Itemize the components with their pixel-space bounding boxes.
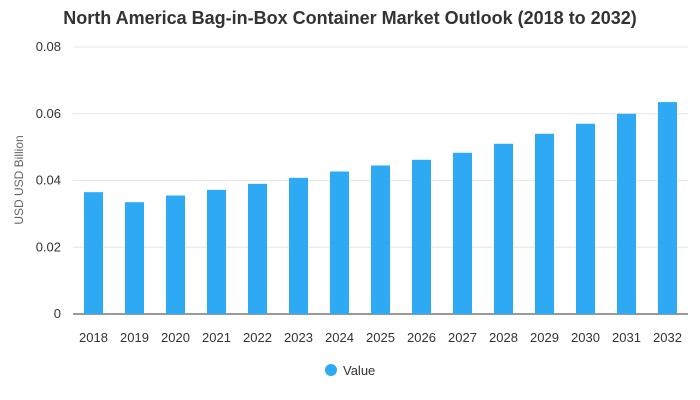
x-tick-label: 2028 [489, 330, 518, 345]
bar-series [84, 102, 677, 314]
y-tick-label: 0.08 [36, 39, 61, 54]
x-tick-label: 2023 [284, 330, 313, 345]
legend-swatch [325, 364, 337, 376]
x-tick-label: 2021 [202, 330, 231, 345]
x-tick-label: 2018 [79, 330, 108, 345]
y-tick-label: 0.02 [36, 239, 61, 254]
bar-2028[interactable] [494, 143, 513, 314]
bar-2030[interactable] [576, 123, 595, 314]
bar-2026[interactable] [412, 159, 431, 314]
x-tick-label: 2031 [612, 330, 641, 345]
y-tick-label: 0.04 [36, 173, 61, 188]
y-tick-label: 0 [54, 306, 61, 321]
bar-2032[interactable] [658, 102, 677, 314]
bar-2025[interactable] [371, 165, 390, 314]
bar-2029[interactable] [535, 133, 554, 314]
y-tick-label: 0.06 [36, 106, 61, 121]
chart-title: North America Bag-in-Box Container Marke… [63, 8, 637, 28]
bar-2031[interactable] [617, 113, 636, 314]
legend-label: Value [343, 363, 375, 378]
y-axis-label: USD USD Billion [12, 135, 26, 224]
x-tick-label: 2024 [325, 330, 354, 345]
x-tick-label: 2022 [243, 330, 272, 345]
x-tick-label: 2025 [366, 330, 395, 345]
x-tick-label: 2029 [530, 330, 559, 345]
x-tick-label: 2032 [653, 330, 682, 345]
bar-2022[interactable] [248, 183, 267, 314]
x-tick-label: 2030 [571, 330, 600, 345]
bar-2023[interactable] [289, 177, 308, 314]
x-axis-ticks: 2018 2019 2020 2021 2022 2023 2024 2025 2026 2027… [79, 330, 682, 345]
bar-2021[interactable] [207, 189, 226, 314]
bar-2027[interactable] [453, 152, 472, 314]
x-tick-label: 2026 [407, 330, 436, 345]
bar-2019[interactable] [125, 202, 144, 314]
x-tick-label: 2019 [120, 330, 149, 345]
x-tick-label: 2020 [161, 330, 190, 345]
x-tick-label: 2027 [448, 330, 477, 345]
bar-2024[interactable] [330, 171, 349, 314]
y-axis-ticks: 0 0.02 0.04 0.06 0.08 [36, 39, 61, 321]
legend: Value [325, 363, 375, 378]
bar-2020[interactable] [166, 195, 185, 314]
bar-2018[interactable] [84, 192, 103, 314]
